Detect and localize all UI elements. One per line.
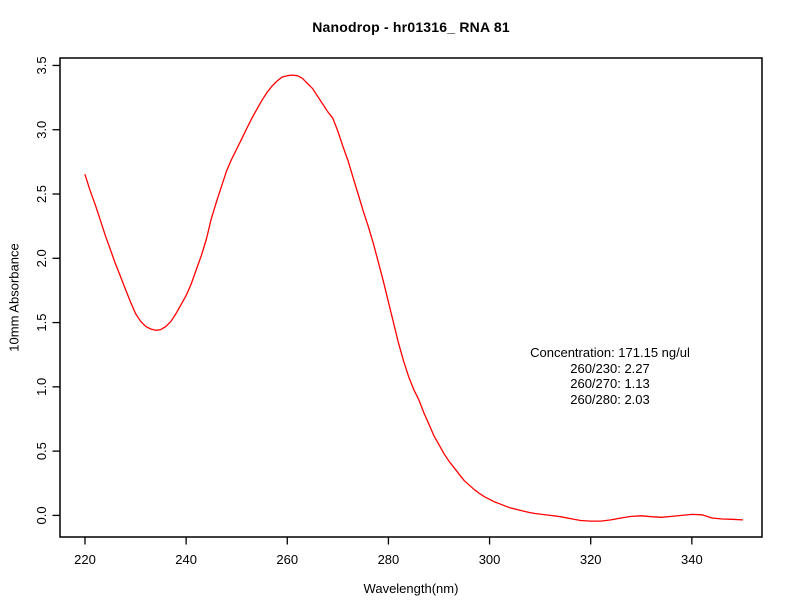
y-tick-label: 0.0 (34, 506, 49, 524)
x-axis-label: Wavelength(nm) (363, 581, 459, 596)
x-tick-label: 240 (175, 552, 197, 567)
x-tick-label: 280 (378, 552, 400, 567)
annotation-ratio-260-280: 260/280: 2.03 (570, 391, 650, 407)
absorbance-curve (84, 74, 744, 522)
y-tick-label: 2.5 (34, 185, 49, 203)
y-tick-label: 3.0 (34, 121, 49, 139)
x-tick-label: 260 (276, 552, 298, 567)
annotation-concentration: Concentration: 171.15 ng/ul (530, 345, 690, 360)
x-tick-label: 340 (681, 552, 703, 567)
y-tick-label: 1.0 (34, 378, 49, 396)
plot-box (59, 57, 763, 538)
y-tick-label: 3.5 (34, 56, 49, 74)
x-tick-label: 220 (74, 552, 96, 567)
annotation-ratio-260-230: 260/230: 2.27 (570, 360, 650, 376)
x-tick-label: 300 (479, 552, 501, 567)
y-tick-label: 1.5 (34, 314, 49, 332)
chart-title: Nanodrop - hr01316_ RNA 81 (312, 19, 510, 35)
y-tick-label: 2.0 (34, 249, 49, 267)
annotation-ratio-260-270: 260/270: 1.13 (570, 376, 650, 391)
annotation-block: Concentration: 171.15 ng/ul 260/230: 2.2… (470, 345, 750, 407)
y-axis-label: 10mm Absorbance (6, 243, 22, 352)
y-tick-label: 0.5 (34, 442, 49, 460)
x-tick-label: 320 (580, 552, 602, 567)
